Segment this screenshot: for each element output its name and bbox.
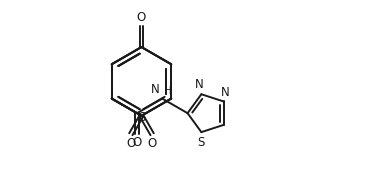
Text: O: O (126, 137, 135, 150)
Text: O: O (137, 11, 146, 24)
Text: H: H (164, 86, 172, 96)
Text: S: S (138, 111, 145, 124)
Text: O: O (132, 136, 142, 149)
Text: O: O (147, 137, 157, 150)
Text: S: S (198, 136, 205, 148)
Text: N: N (151, 83, 159, 96)
Text: N: N (195, 78, 204, 91)
Text: N: N (221, 86, 230, 99)
